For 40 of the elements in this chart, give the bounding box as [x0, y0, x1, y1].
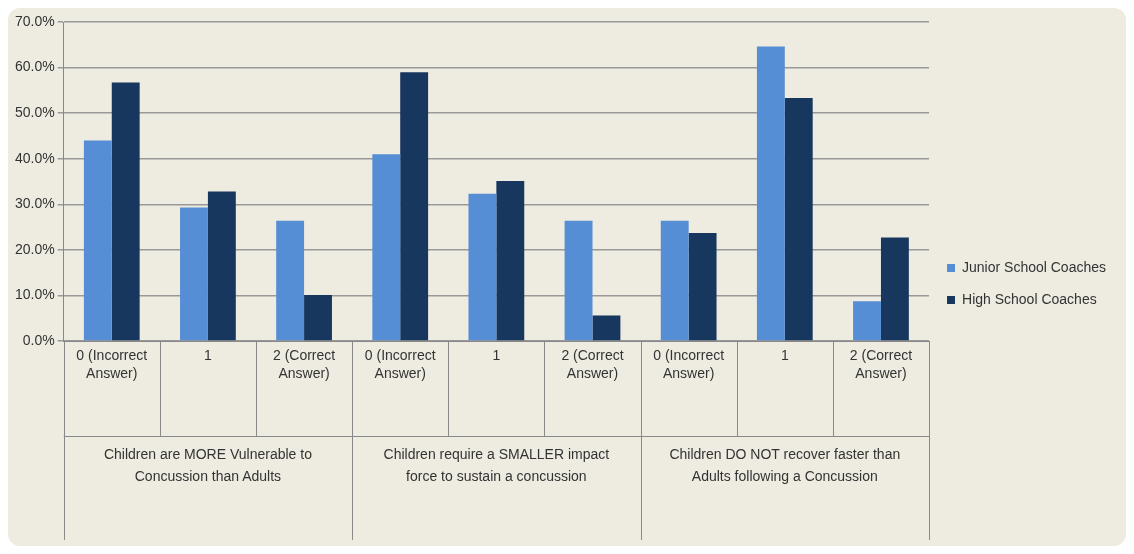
bar — [564, 220, 593, 341]
x-tick-label: 1 — [204, 346, 213, 363]
y-tick-label: 60.0% — [14, 58, 55, 75]
bar — [688, 233, 717, 341]
x-tick-label: 0 (Incorrect Answer) — [653, 346, 725, 381]
y-tick-label: 70.0% — [14, 12, 55, 29]
x-tick-label: 1 — [492, 346, 501, 363]
bar — [660, 220, 689, 341]
bar — [400, 72, 429, 341]
y-tick-label: 50.0% — [14, 104, 55, 120]
bar — [880, 237, 909, 341]
bar — [111, 82, 140, 341]
y-tick-label: 10.0% — [14, 286, 55, 303]
legend-label: Junior School Coaches — [962, 258, 1107, 275]
x-tick-label: 2 (Correct Answer) — [561, 346, 624, 381]
text: Children DO NOT recover faster than Adults following a Concussion — [669, 445, 901, 484]
legend-label: High School Coaches — [962, 290, 1097, 307]
text: Children require a SMALLER impact force to sustain a concussion — [383, 445, 610, 484]
y-tick-label: 0.0% — [22, 331, 55, 348]
x-tick-label: 0 (Incorrect Answer) — [364, 346, 436, 381]
bar — [853, 301, 881, 341]
bar — [784, 98, 813, 341]
x-tick-label: 2 (Correct Answer) — [849, 346, 913, 381]
bar — [304, 294, 332, 341]
x-tick-label: 2 (Correct Answer) — [272, 346, 336, 381]
bar — [83, 140, 112, 341]
x-tick-label: 0 (Incorrect Answer) — [76, 346, 148, 381]
y-tick-label: 20.0% — [14, 240, 55, 257]
x-tick-label: 1 — [780, 346, 789, 363]
bar — [276, 220, 305, 341]
text: Children are MORE Vulnerable to Concussion than Adults — [103, 445, 313, 484]
bar — [468, 193, 497, 341]
y-tick-label: 40.0% — [14, 149, 55, 166]
y-tick-label: 30.0% — [14, 195, 55, 212]
bar — [180, 207, 208, 341]
bar — [207, 191, 236, 341]
bar — [372, 154, 401, 341]
bar — [756, 46, 785, 341]
bar — [496, 181, 525, 341]
bar — [592, 315, 621, 341]
